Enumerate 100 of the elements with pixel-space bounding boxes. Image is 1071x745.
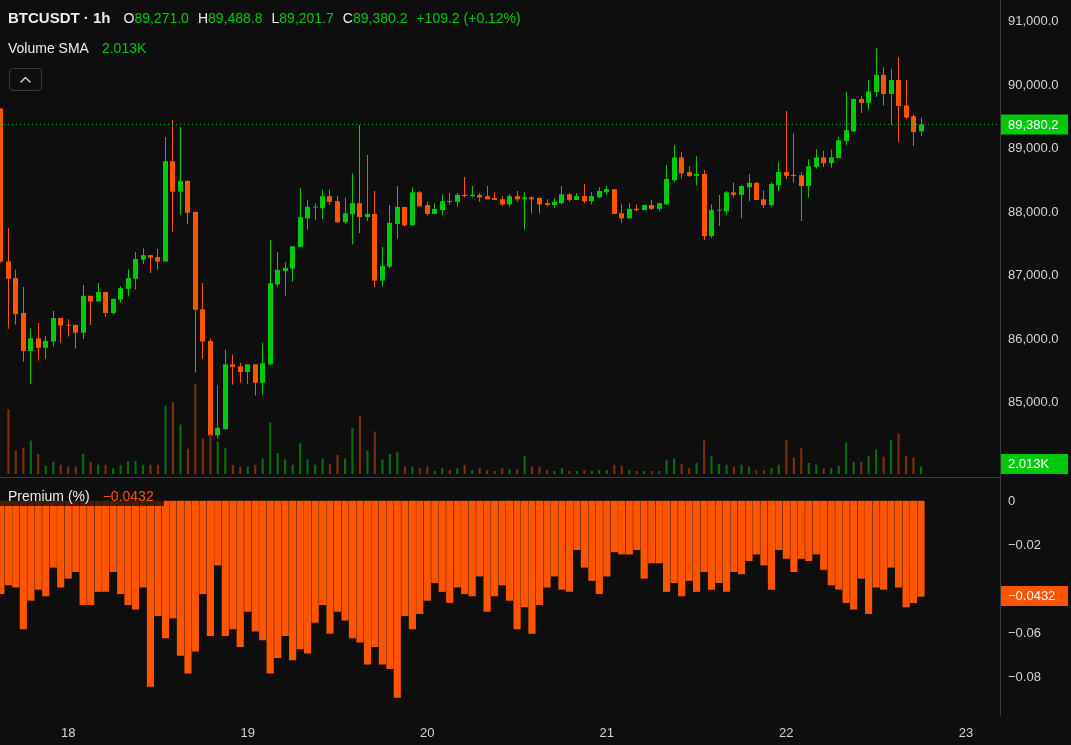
x-tick-label: 19 xyxy=(240,725,255,741)
bar xyxy=(456,468,459,474)
bar xyxy=(112,468,115,474)
y-tick-label: 85,000.0 xyxy=(1008,394,1059,410)
bar xyxy=(800,447,803,474)
bar xyxy=(37,454,40,474)
x-tick-label: 18 xyxy=(60,725,76,741)
bar xyxy=(680,463,683,474)
y-tick-label: 86,000.0 xyxy=(1008,330,1059,346)
y-tick-label: 89,000.0 xyxy=(1008,140,1059,156)
bar xyxy=(673,458,676,474)
bar xyxy=(7,409,10,474)
bar xyxy=(351,428,354,474)
bar xyxy=(665,460,668,474)
bar xyxy=(545,470,549,474)
bar xyxy=(358,415,362,474)
bar xyxy=(366,450,369,474)
bar xyxy=(314,464,317,474)
bar xyxy=(501,468,504,474)
bar xyxy=(777,464,780,474)
bar xyxy=(336,454,339,474)
bar xyxy=(448,470,451,474)
bar xyxy=(254,464,257,474)
bar xyxy=(299,443,302,474)
ref-line-label: 89,380.2 xyxy=(1008,116,1059,132)
annotation: H89,488.8 xyxy=(197,10,263,26)
bar xyxy=(852,462,855,474)
bar xyxy=(104,464,107,474)
y-tick-label: 88,000.0 xyxy=(1008,203,1059,219)
bar xyxy=(740,464,743,474)
y-tick-label: −0.06 xyxy=(1008,625,1041,641)
candlestick xyxy=(148,255,153,273)
bar xyxy=(860,462,863,474)
x-tick-label: 23 xyxy=(958,725,974,741)
bar xyxy=(785,439,788,474)
bar xyxy=(762,470,765,474)
bar xyxy=(478,468,481,474)
annotation: −0.0432 xyxy=(102,487,154,506)
bar xyxy=(149,464,152,474)
y-tick-label: 0 xyxy=(1008,492,1016,508)
bar xyxy=(598,470,601,474)
x-tick-label: 22 xyxy=(779,725,794,741)
candlestick xyxy=(731,182,736,198)
y-tick-label: −0.08 xyxy=(1008,669,1041,685)
bar xyxy=(52,462,55,474)
bar xyxy=(261,458,264,474)
bar xyxy=(284,459,287,474)
text: −0.0432 xyxy=(1008,588,1056,604)
bar xyxy=(134,461,137,474)
bar xyxy=(583,470,586,474)
bar xyxy=(179,424,182,474)
bar xyxy=(194,384,197,474)
bar xyxy=(889,439,893,474)
bar xyxy=(231,464,234,474)
bar xyxy=(568,470,571,474)
bar xyxy=(515,469,519,474)
bar xyxy=(717,463,721,474)
bar xyxy=(538,466,541,474)
bar xyxy=(905,455,908,474)
bar xyxy=(201,438,204,474)
candlestick xyxy=(754,182,759,200)
text: Premium (%) xyxy=(8,487,90,506)
candlestick xyxy=(155,248,160,270)
bar xyxy=(343,458,347,474)
bar xyxy=(613,464,616,474)
bar xyxy=(97,464,100,474)
bar xyxy=(156,464,160,474)
y-tick-label: −0.02 xyxy=(1008,536,1041,552)
y-tick-label: 87,000.0 xyxy=(1008,267,1059,283)
bar xyxy=(441,468,444,474)
bar xyxy=(897,433,900,474)
bar xyxy=(463,464,466,474)
bar xyxy=(89,462,92,474)
bar xyxy=(845,442,848,474)
bar xyxy=(485,470,489,474)
bar xyxy=(216,441,219,474)
bar xyxy=(14,450,17,474)
bar xyxy=(164,405,167,474)
bar xyxy=(321,458,324,474)
text: BTCUSDT · 1h xyxy=(8,9,111,26)
bar xyxy=(912,457,915,474)
annotation: L89,201.7 xyxy=(271,10,334,26)
annotation: C89,380.2 xyxy=(342,10,408,26)
annotation: O89,271.0 xyxy=(123,10,189,26)
bar xyxy=(822,468,825,474)
candlestick xyxy=(230,354,235,385)
text: 2.013K xyxy=(101,40,147,56)
bar xyxy=(703,440,706,474)
bar xyxy=(373,431,376,474)
bar xyxy=(209,434,212,474)
bar xyxy=(224,447,227,474)
bar xyxy=(388,454,392,474)
x-tick-label: 20 xyxy=(420,725,435,741)
bar xyxy=(508,469,511,474)
candlestick xyxy=(141,248,146,265)
bar xyxy=(142,464,145,474)
bar xyxy=(792,457,795,474)
bar xyxy=(171,402,174,474)
bar xyxy=(269,422,272,474)
bar xyxy=(276,453,279,474)
